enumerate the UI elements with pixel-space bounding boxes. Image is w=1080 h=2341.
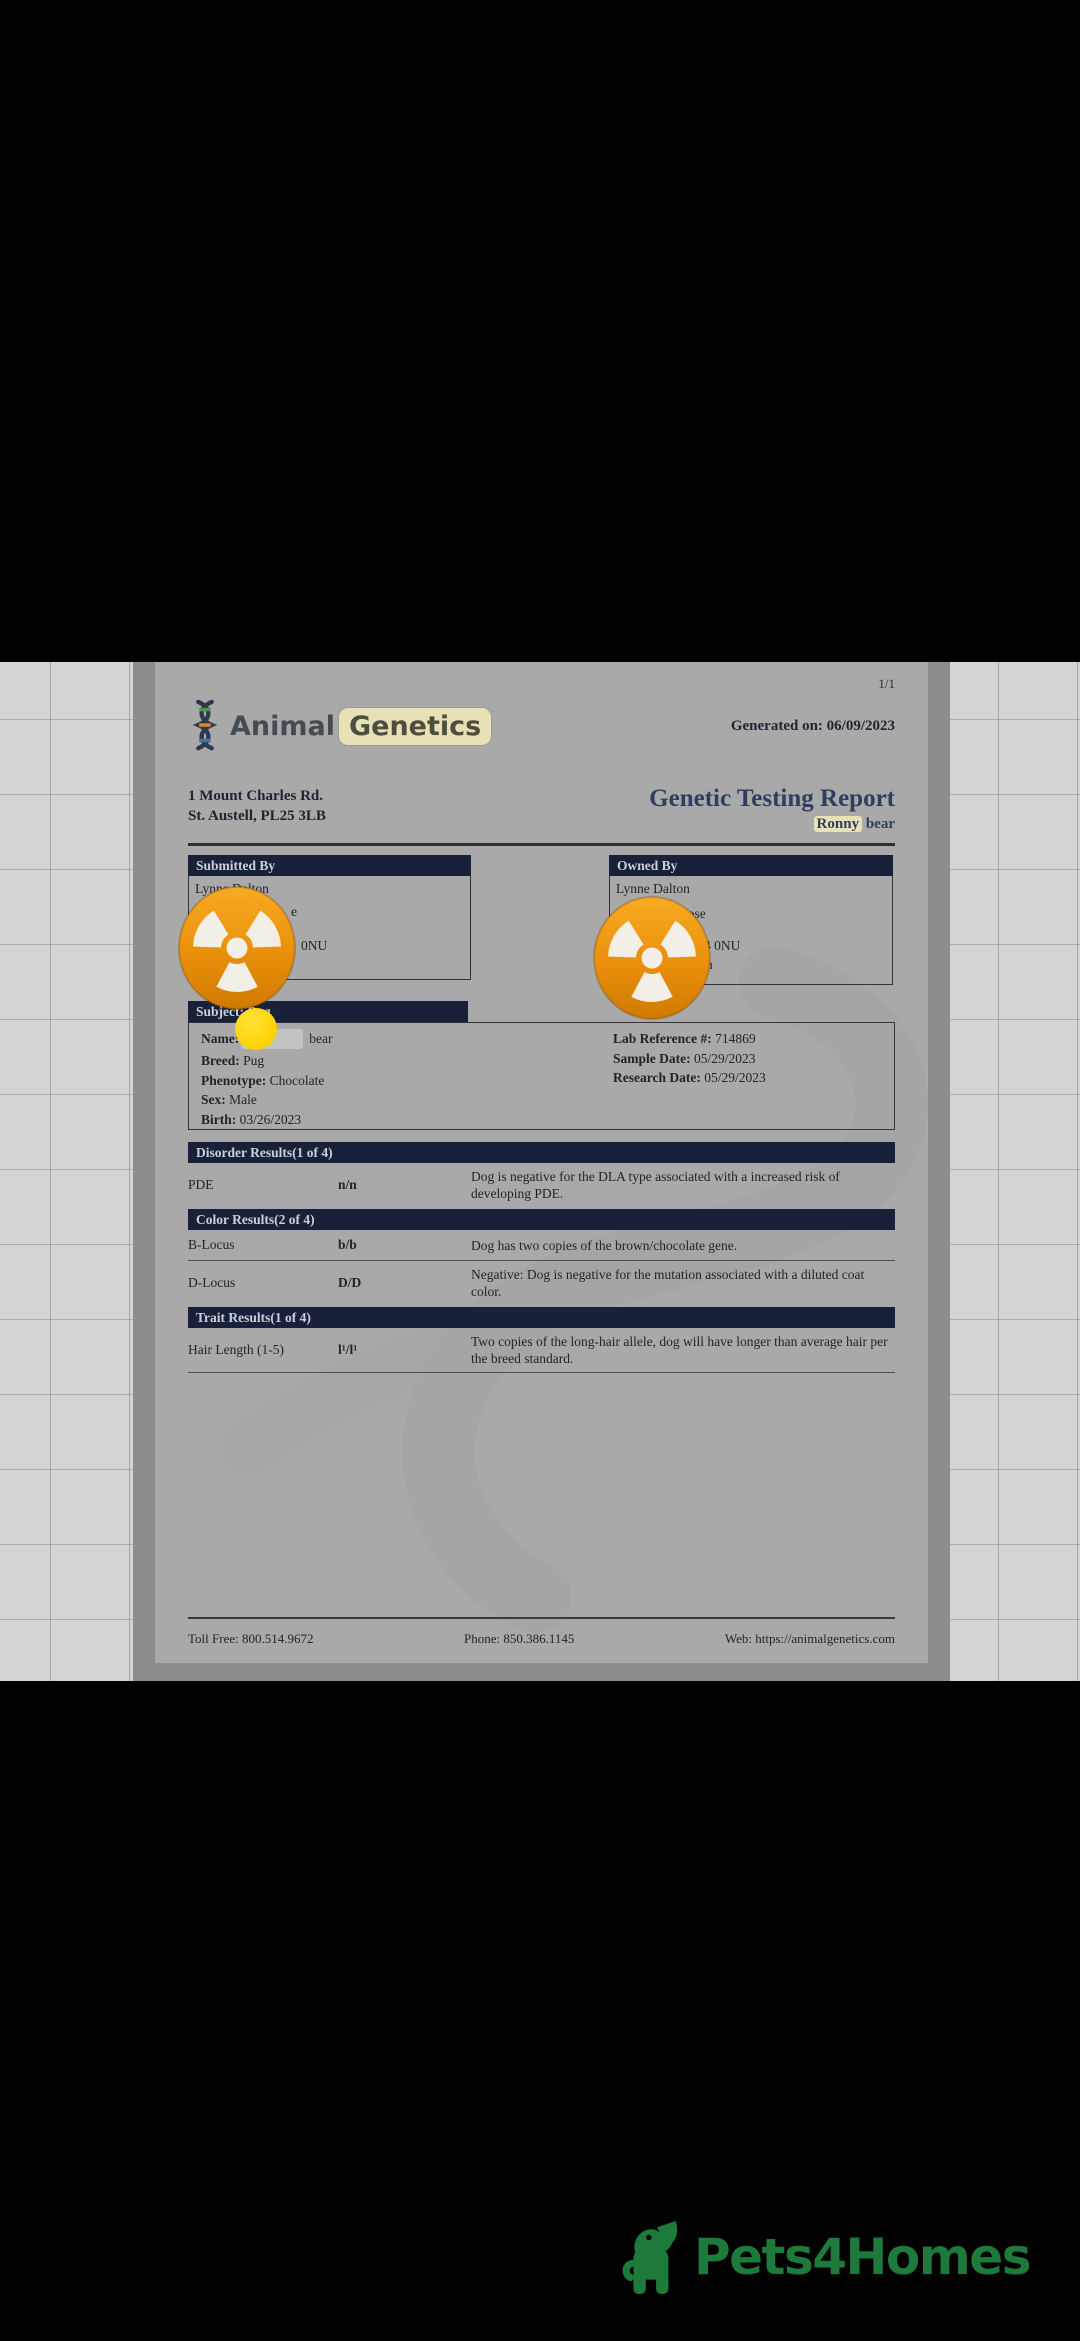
disorder-results-header: Disorder Results(1 of 4) xyxy=(188,1142,895,1163)
subject-breed-label: Breed: xyxy=(201,1053,240,1068)
test-description: Negative: Dog is negative for the mutati… xyxy=(471,1267,865,1299)
page-footer: Toll Free: 800.514.9672 Phone: 850.386.1… xyxy=(188,1617,895,1647)
result-row-b-locus: B-Locus b/b Dog has two copies of the br… xyxy=(188,1230,895,1260)
sample-date-row: Sample Date: 05/29/2023 xyxy=(613,1049,882,1069)
footer-web: Web: https://animalgenetics.com xyxy=(724,1631,895,1646)
color-results-header: Color Results(2 of 4) xyxy=(188,1209,895,1230)
subject-breed-row: Breed: Pug xyxy=(201,1051,613,1071)
test-name: Hair Length (1-5) xyxy=(188,1342,284,1357)
pet-name-highlight: Ronny xyxy=(813,816,863,832)
subject-birth-row: Birth: 03/26/2023 xyxy=(201,1110,613,1130)
test-description: Dog has two copies of the brown/chocolat… xyxy=(471,1237,738,1253)
subject-breed-value: Pug xyxy=(243,1053,265,1068)
test-name: B-Locus xyxy=(188,1237,235,1252)
owned-address-fragment-2: 4 0NU xyxy=(704,938,741,953)
logo-word-animal: Animal xyxy=(230,710,335,742)
test-genotype: l¹/l¹ xyxy=(338,1342,358,1357)
research-date-label: Research Date: xyxy=(613,1070,701,1085)
submitted-by-box: Submitted By Lynne Dalton e 0NU xyxy=(188,855,471,980)
result-row-pde: PDE n/n Dog is negative for the DLA type… xyxy=(188,1163,895,1207)
test-name: D-Locus xyxy=(188,1275,236,1290)
lab-address-line2: St. Austell, PL25 3LB xyxy=(188,808,326,824)
test-genotype: b/b xyxy=(338,1237,357,1252)
footer-toll-free: Toll Free: 800.514.9672 xyxy=(188,1631,314,1646)
submitted-address-fragment-2: 0NU xyxy=(301,938,328,953)
lab-address: 1 Mount Charles Rd. St. Austell, PL25 3L… xyxy=(188,786,326,833)
test-name: PDE xyxy=(188,1177,214,1192)
pdf-viewer[interactable]: 1/1 Animal Ge xyxy=(0,662,1080,1681)
test-genotype: D/D xyxy=(338,1275,362,1290)
lab-reference-value: 714869 xyxy=(715,1031,756,1046)
pets4homes-dog-icon xyxy=(622,2221,678,2294)
page-indicator: 1/1 xyxy=(878,676,895,691)
header-divider xyxy=(188,843,895,846)
subject-birth-value: 03/26/2023 xyxy=(239,1111,302,1127)
sample-date-label: Sample Date: xyxy=(613,1050,691,1066)
owned-by-header: Owned By xyxy=(609,855,893,876)
trait-results-header: Trait Results(1 of 4) xyxy=(188,1307,895,1328)
submitted-by-header: Submitted By xyxy=(188,855,471,876)
lab-reference-label: Lab Reference #: xyxy=(613,1031,712,1046)
dna-helix-icon xyxy=(192,699,218,751)
subject-phenotype-row: Phenotype: Chocolate xyxy=(201,1071,613,1091)
pets4homes-wordmark: Pets4Homes xyxy=(694,2228,1031,2286)
owned-by-box: Owned By Lynne Dalton lose 4 0NU n xyxy=(609,855,893,985)
research-date-value: 05/29/2023 xyxy=(704,1070,766,1085)
owned-by-name: Lynne Dalton xyxy=(616,881,690,896)
test-description: Dog is negative for the DLA type associa… xyxy=(471,1169,840,1201)
subject-phenotype-label: Phenotype: xyxy=(201,1072,267,1088)
row-divider xyxy=(188,1372,895,1373)
radioactive-sticker-icon xyxy=(593,896,711,1020)
lab-address-line1: 1 Mount Charles Rd. xyxy=(188,788,324,804)
page-shadow: 1/1 Animal Ge xyxy=(133,662,950,1681)
sample-date-value: 05/29/2023 xyxy=(694,1050,756,1066)
logo-word-genetics-highlight: Genetics xyxy=(338,707,492,745)
test-genotype: n/n xyxy=(338,1177,357,1192)
pets4homes-logo: Pets4Homes xyxy=(622,2220,1031,2294)
footer-divider xyxy=(188,1617,895,1619)
subject-sex-value: Male xyxy=(229,1092,257,1107)
result-row-d-locus: D-Locus D/D Negative: Dog is negative fo… xyxy=(188,1261,895,1305)
test-description: Two copies of the long-hair allele, dog … xyxy=(471,1334,888,1366)
radioactive-sticker-icon xyxy=(178,886,296,1010)
report-title: Genetic Testing Report xyxy=(649,785,895,812)
generated-on-text: Generated on: 06/09/2023 xyxy=(730,717,895,734)
row-divider xyxy=(188,1260,895,1261)
subject-info-box: Name: bear Breed: Pug Phenotype: Chocolat… xyxy=(188,1022,895,1130)
subject-name-value: bear xyxy=(309,1031,333,1047)
research-date-row: Research Date: 05/29/2023 xyxy=(613,1068,882,1088)
submitted-address-fragment-1: e xyxy=(291,904,297,919)
subject-phenotype-value: Chocolate xyxy=(269,1072,325,1088)
subject-birth-label: Birth: xyxy=(201,1111,237,1127)
subject-sex-label: Sex: xyxy=(201,1092,226,1107)
result-row-hair-length: Hair Length (1-5) l¹/l¹ Two copies of th… xyxy=(188,1328,895,1372)
lab-reference-row: Lab Reference #: 714869 xyxy=(613,1029,882,1049)
subject-name-label: Name: xyxy=(201,1031,240,1047)
pet-name-rest: bear xyxy=(865,816,895,832)
footer-phone: Phone: 850.386.1145 xyxy=(463,1631,575,1646)
yellow-redaction-dot xyxy=(235,1008,277,1050)
report-page: 1/1 Animal Ge xyxy=(155,662,928,1663)
subject-sex-row: Sex: Male xyxy=(201,1090,613,1110)
pet-name-line: Ronny bear xyxy=(649,816,895,833)
animal-genetics-logo: Animal Genetics xyxy=(188,697,492,755)
